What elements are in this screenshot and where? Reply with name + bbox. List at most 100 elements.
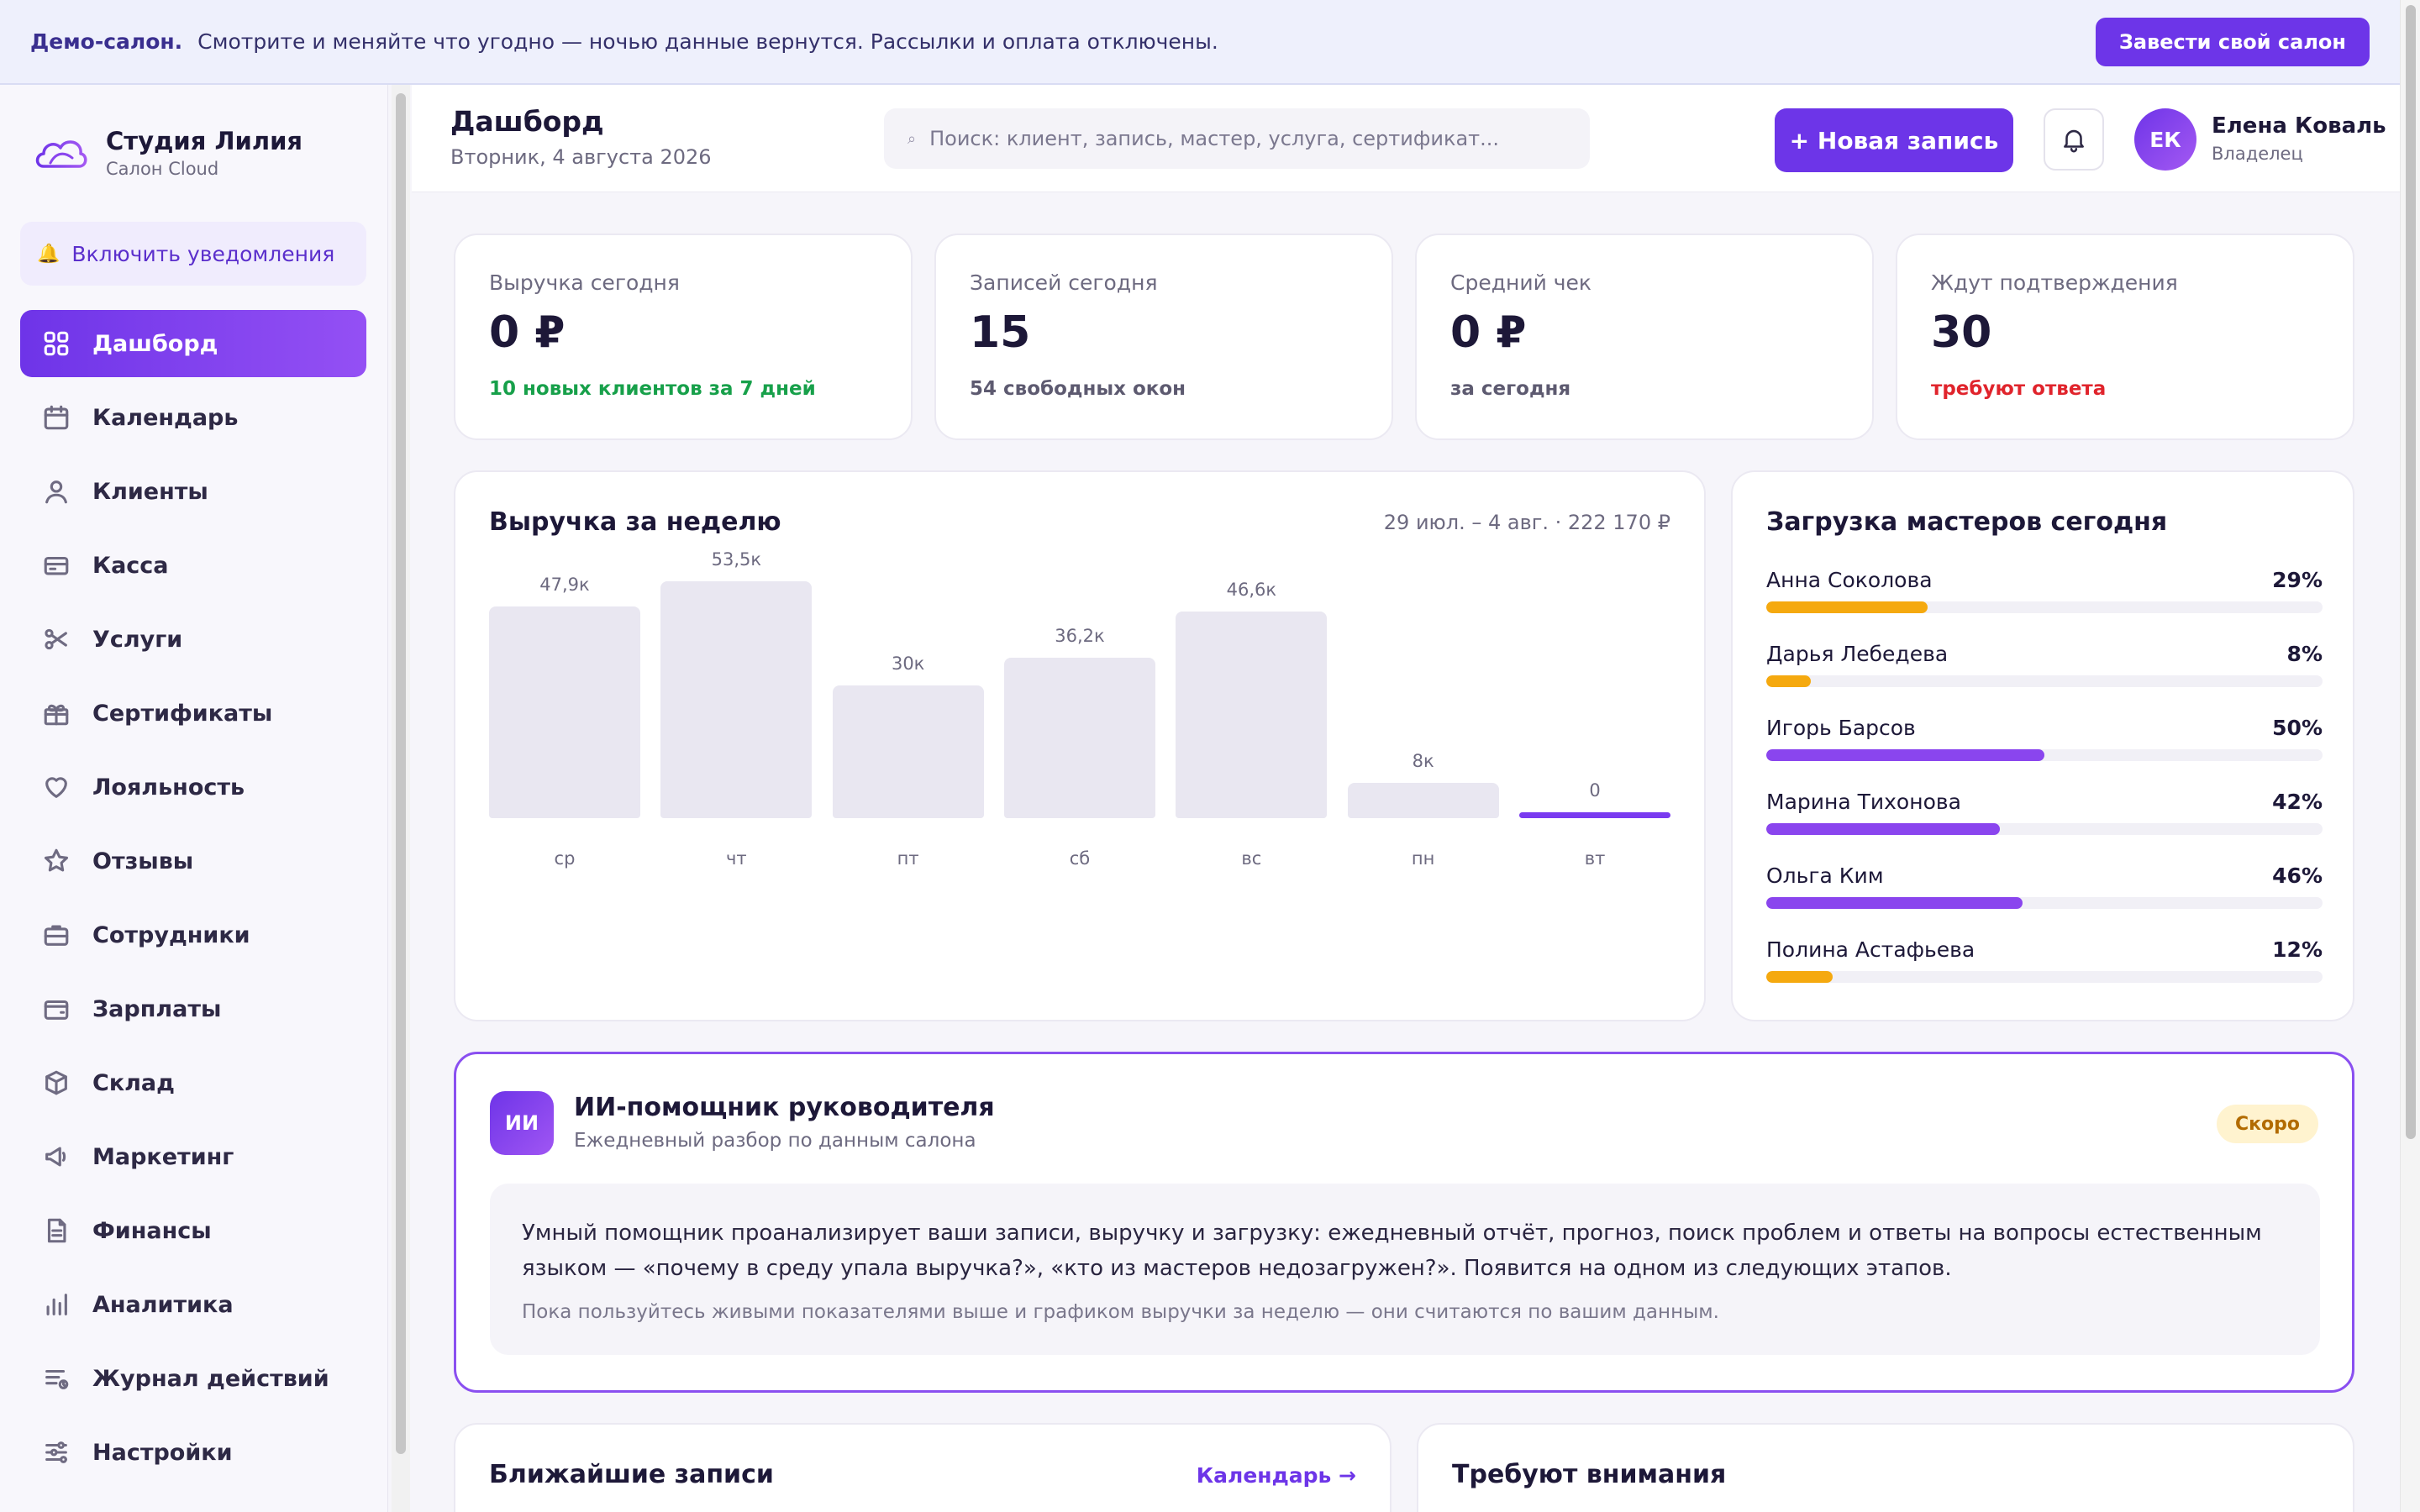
stat-value: 0 ₽ (489, 307, 566, 358)
master-name: Полина Астафьева (1766, 937, 1975, 962)
chart-bar[interactable] (1519, 812, 1670, 818)
top-header: Дашборд Вторник, 4 августа 2026 ⌕ Поиск:… (412, 85, 2400, 192)
sidebar-item-label: Маркетинг (92, 1143, 234, 1170)
sidebar-item-heart[interactable]: Лояльность (20, 753, 366, 821)
sidebar-item-gift[interactable]: Сертификаты (20, 680, 366, 747)
upcoming-appointments-card: Ближайшие записи Календарь → (454, 1423, 1392, 1512)
demo-banner-title: Демо-салон. (30, 29, 183, 54)
master-load-percent: 50% (2272, 716, 2323, 740)
chart-bar[interactable] (1347, 783, 1499, 818)
master-load-track (1766, 971, 2323, 983)
stat-subtext: требуют ответа (1931, 378, 2107, 400)
search-placeholder: Поиск: клиент, запись, мастер, услуга, с… (929, 127, 1500, 150)
sidebar-item-scissors[interactable]: Услуги (20, 606, 366, 673)
bell-icon (2064, 129, 2084, 153)
chart-bar[interactable] (1004, 658, 1155, 818)
create-salon-button[interactable]: Завести свой салон (2095, 17, 2370, 66)
master-load-row: Полина Астафьева 12% (1766, 937, 2323, 991)
calendar-icon (40, 402, 72, 433)
sidebar-item-document[interactable]: Финансы (20, 1197, 366, 1264)
master-load-track (1766, 749, 2323, 761)
new-appointment-button[interactable]: + Новая запись (1775, 108, 2013, 172)
stat-card: Выручка сегодня 0 ₽ 10 новых клиентов за 7… (454, 234, 913, 440)
sidebar-item-megaphone[interactable]: Маркетинг (20, 1123, 366, 1190)
megaphone-icon (40, 1141, 72, 1173)
sidebar-item-label: Клиенты (92, 478, 208, 505)
sidebar-item-label: Сотрудники (92, 921, 250, 948)
master-load-row: Ольга Ким 46% (1766, 864, 2323, 917)
brand[interactable]: Студия Лилия Салон Cloud (34, 127, 302, 179)
master-name: Дарья Лебедева (1766, 642, 1949, 666)
sidebar-scrollbar[interactable] (392, 85, 410, 1512)
ai-assistant-subtitle: Ежедневный разбор по данным салона (574, 1130, 976, 1152)
sidebar-item-calendar[interactable]: Календарь (20, 384, 366, 451)
master-load-percent: 29% (2272, 568, 2323, 592)
sidebar-item-wallet[interactable]: Зарплаты (20, 975, 366, 1042)
page-title: Дашборд (450, 105, 604, 138)
master-name: Игорь Барсов (1766, 716, 1916, 740)
sidebar-item-label: Сертификаты (92, 700, 273, 727)
sidebar-item-label: Лояльность (92, 774, 245, 801)
sidebar-item-label: Склад (92, 1069, 175, 1096)
briefcase-icon (40, 919, 72, 951)
sidebar-item-card[interactable]: Касса (20, 532, 366, 599)
stat-card: Ждут подтверждения 30 требуют ответа (1896, 234, 2354, 440)
chart-bar-value: 47,9к (539, 575, 590, 595)
chart-bar-column: 46,6к вс (1176, 566, 1328, 877)
chart-bar-value: 36,2к (1055, 626, 1105, 646)
log-icon (40, 1362, 72, 1394)
sidebar-item-box[interactable]: Склад (20, 1049, 366, 1116)
sliders-icon (40, 1436, 72, 1468)
notifications-button[interactable] (2044, 108, 2104, 171)
star-icon (40, 845, 72, 877)
sidebar-item-star[interactable]: Отзывы (20, 827, 366, 895)
avatar[interactable]: ЕК (2134, 108, 2196, 171)
box-icon (40, 1067, 72, 1099)
search-input[interactable]: ⌕ Поиск: клиент, запись, мастер, услуга,… (884, 108, 1590, 169)
master-name: Ольга Ким (1766, 864, 1884, 888)
sidebar: Студия Лилия Салон Cloud 🔔 Включить увед… (0, 85, 388, 1512)
master-load-fill (1766, 823, 2001, 835)
sidebar-item-sliders[interactable]: Настройки (20, 1419, 366, 1486)
chart-bar-column: 36,2к сб (1004, 566, 1155, 877)
chart-bar-column: 30к пт (832, 566, 984, 877)
master-load-row: Марина Тихонова 42% (1766, 790, 2323, 843)
chart-bar-day: сб (1069, 848, 1091, 869)
sidebar-item-label: Отзывы (92, 848, 194, 874)
chart-bar-column: 53,5к чт (660, 549, 813, 877)
calendar-link[interactable]: Календарь → (1196, 1463, 1356, 1488)
chart-bar-day: вс (1241, 848, 1262, 869)
gift-icon (40, 697, 72, 729)
chart-bar[interactable] (832, 685, 984, 818)
chart-bar[interactable] (1176, 612, 1328, 818)
sidebar-item-briefcase[interactable]: Сотрудники (20, 901, 366, 969)
stat-subtext: за сегодня (1450, 378, 1571, 400)
user-name[interactable]: Елена Коваль (2212, 113, 2386, 139)
cloud-logo-icon (35, 140, 87, 168)
stat-label: Ждут подтверждения (1931, 270, 2178, 295)
sidebar-item-user[interactable]: Клиенты (20, 458, 366, 525)
wallet-icon (40, 993, 72, 1025)
master-load-track (1766, 897, 2323, 909)
enable-notifications-button[interactable]: 🔔 Включить уведомления (20, 222, 366, 286)
master-load-percent: 12% (2272, 937, 2323, 962)
sidebar-item-grid[interactable]: Дашборд (20, 310, 366, 377)
sidebar-item-bar-chart[interactable]: Аналитика (20, 1271, 366, 1338)
ai-description-text: Умный помощник проанализирует ваши запис… (522, 1221, 2262, 1281)
master-load-percent: 8% (2286, 642, 2323, 666)
master-load-fill (1766, 971, 1833, 983)
chart-bar[interactable] (660, 581, 813, 818)
masters-load-card: Загрузка мастеров сегодня Анна Соколова 2… (1731, 470, 2354, 1021)
stat-value: 15 (970, 307, 1031, 358)
page-scrollbar[interactable] (2400, 0, 2420, 1512)
chart-bar-day: вт (1584, 848, 1606, 869)
brand-name: Студия Лилия (106, 127, 303, 155)
sidebar-item-log[interactable]: Журнал действий (20, 1345, 366, 1412)
master-name: Марина Тихонова (1766, 790, 1961, 814)
demo-banner: Демо-салон. Смотрите и меняйте что угодн… (0, 0, 2400, 85)
chart-bar[interactable] (489, 606, 640, 818)
ai-description-note: Пока пользуйтесь живыми показателями выш… (522, 1301, 1719, 1323)
chart-bar-day: чт (726, 848, 747, 869)
sidebar-item-label: Услуги (92, 626, 183, 653)
sidebar-nav: Дашборд Календарь Клиенты Касса Услуги Сертиф… (20, 310, 366, 1493)
